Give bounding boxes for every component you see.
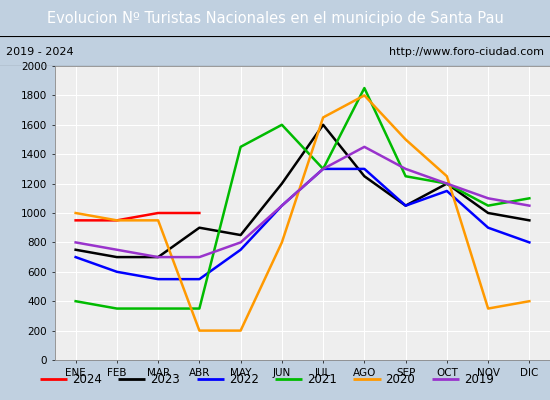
Text: http://www.foro-ciudad.com: http://www.foro-ciudad.com <box>389 48 544 58</box>
Text: 2023: 2023 <box>151 373 180 386</box>
Text: Evolucion Nº Turistas Nacionales en el municipio de Santa Pau: Evolucion Nº Turistas Nacionales en el m… <box>47 10 503 26</box>
Text: 2019: 2019 <box>464 373 494 386</box>
Text: 2021: 2021 <box>307 373 337 386</box>
Text: 2019 - 2024: 2019 - 2024 <box>6 48 73 58</box>
Text: 2024: 2024 <box>72 373 102 386</box>
Text: 2022: 2022 <box>229 373 258 386</box>
Text: 2020: 2020 <box>386 373 415 386</box>
